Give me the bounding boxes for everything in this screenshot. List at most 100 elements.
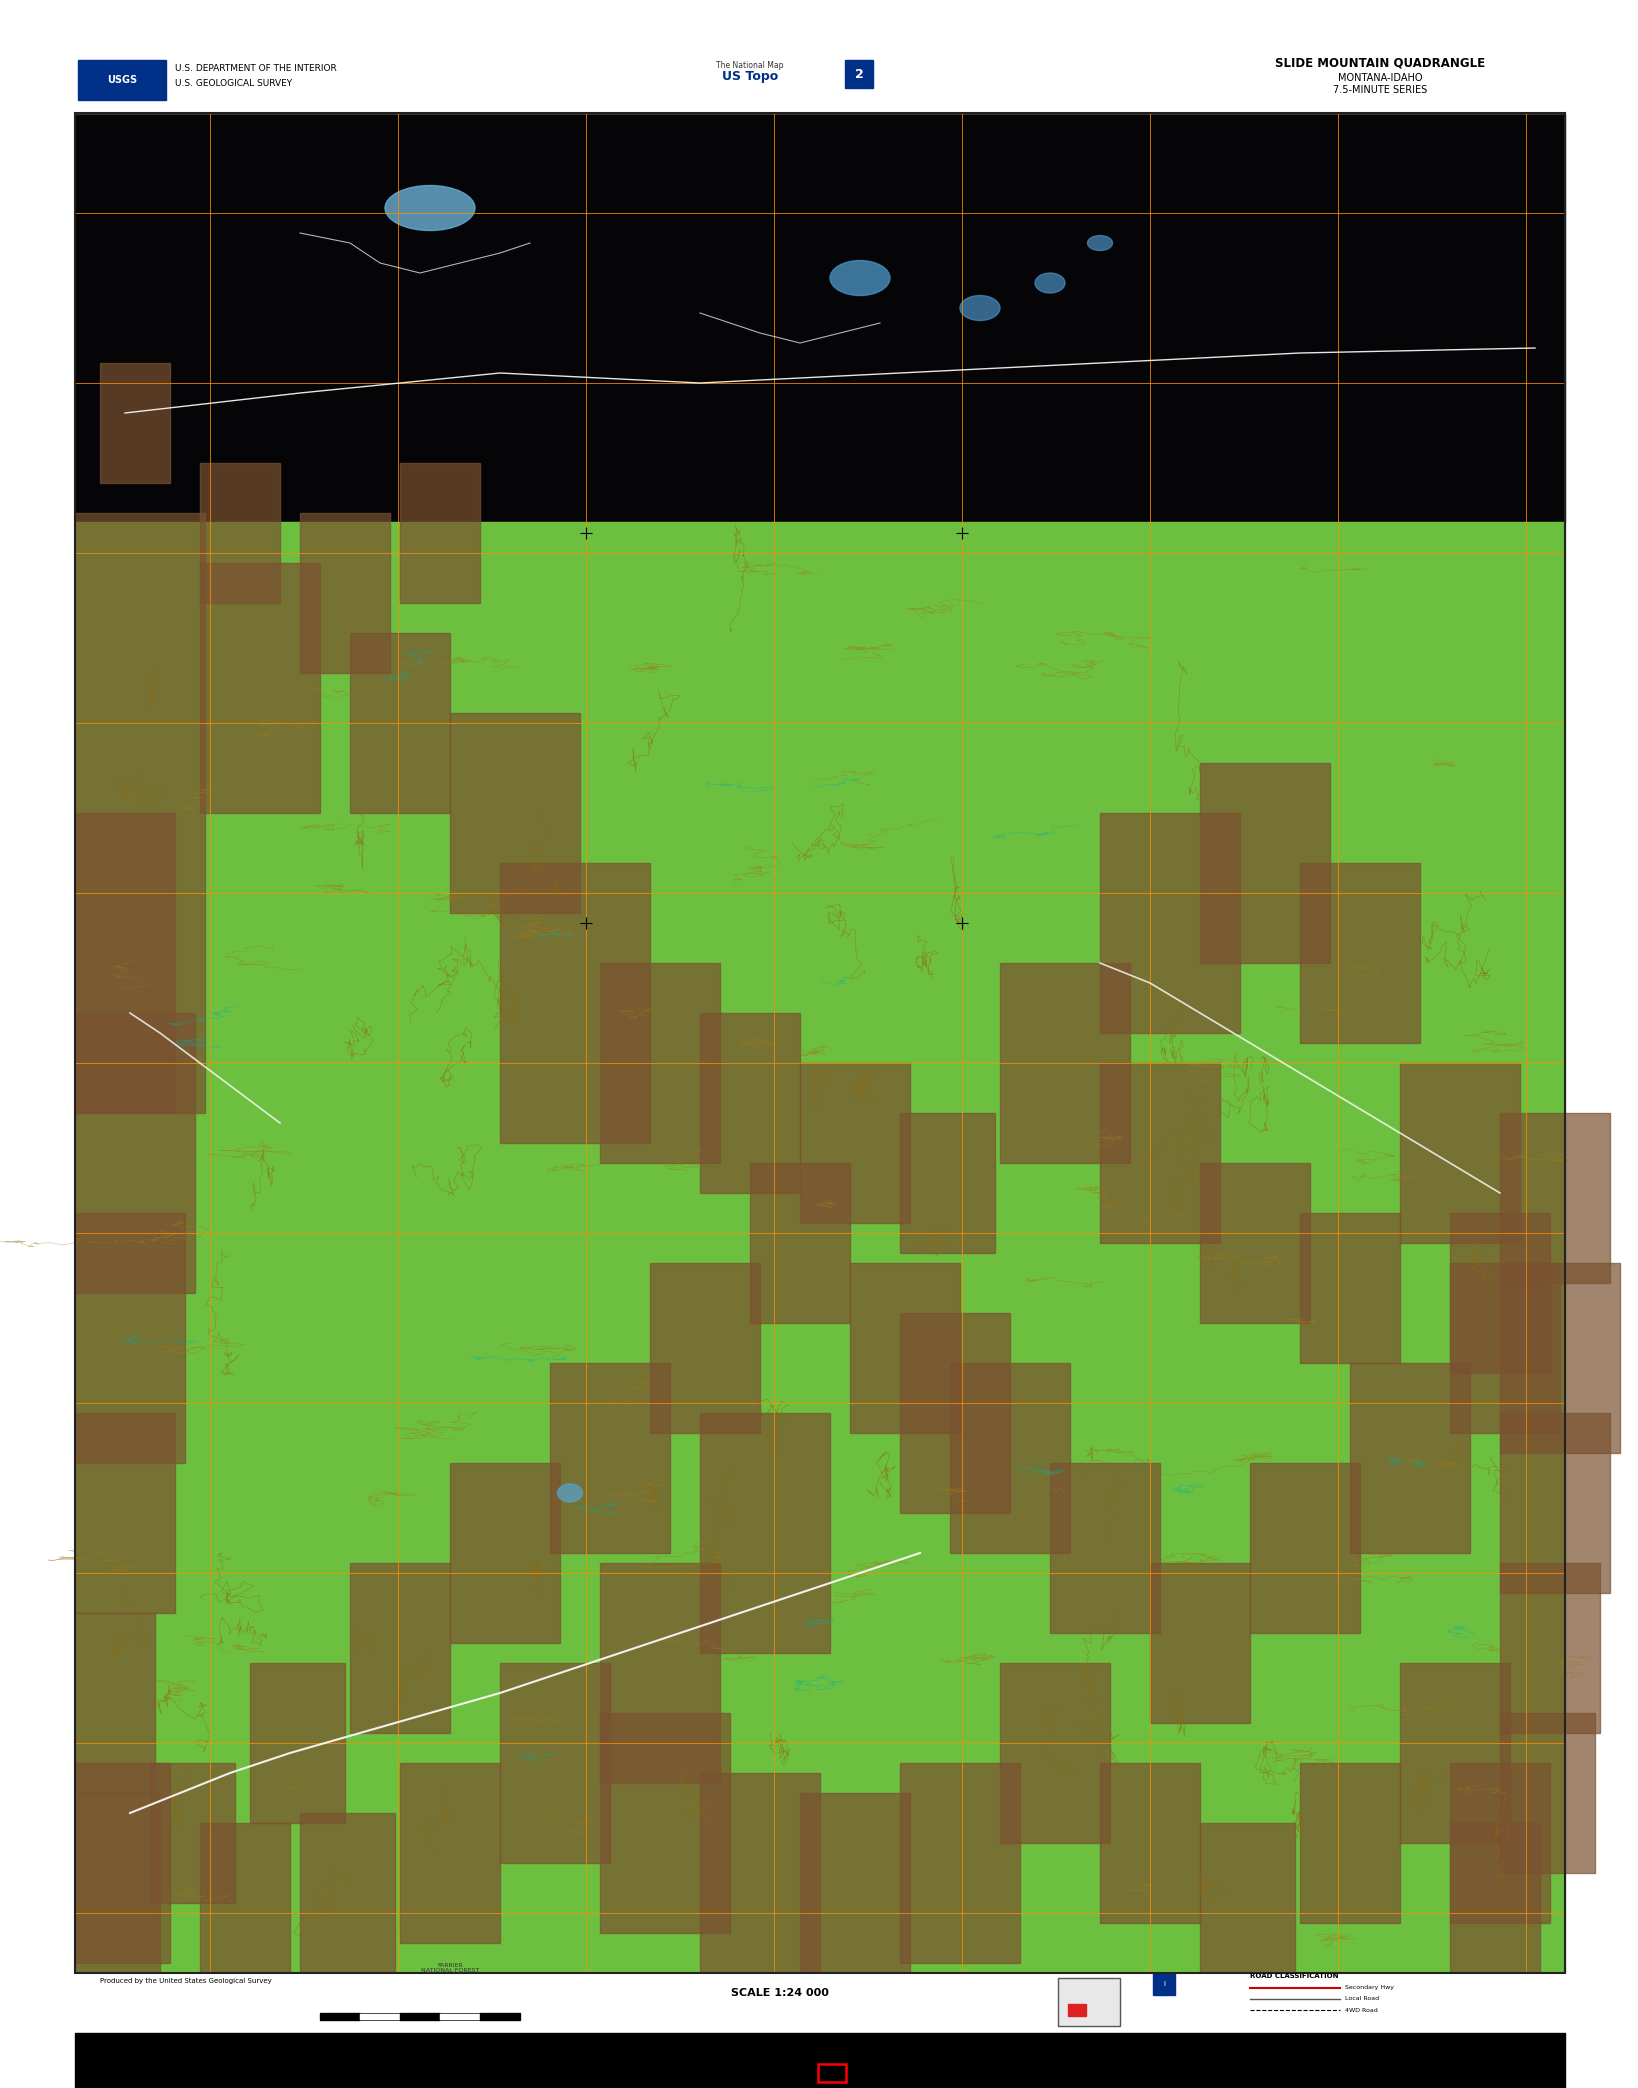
- Bar: [200, 564, 319, 812]
- Bar: [300, 1812, 395, 1973]
- Bar: [319, 2013, 360, 2019]
- Bar: [750, 1163, 850, 1324]
- Bar: [1301, 862, 1420, 1044]
- Bar: [899, 1762, 1020, 1963]
- Text: Produced by the United States Geological Survey: Produced by the United States Geological…: [100, 1977, 272, 1984]
- Bar: [480, 2013, 519, 2019]
- Bar: [600, 963, 721, 1163]
- Bar: [75, 522, 1564, 1973]
- Bar: [1153, 1973, 1174, 1994]
- Text: U.S. GEOLOGICAL SURVEY: U.S. GEOLOGICAL SURVEY: [175, 79, 292, 88]
- Bar: [1450, 1762, 1550, 1923]
- Bar: [899, 1313, 1011, 1514]
- Bar: [500, 1662, 609, 1862]
- Bar: [251, 1662, 346, 1823]
- Text: Secondary Hwy: Secondary Hwy: [1345, 1986, 1394, 1990]
- Bar: [1450, 1263, 1559, 1432]
- Bar: [0, 1973, 1638, 2034]
- Text: 4WD Road: 4WD Road: [1345, 2007, 1378, 2013]
- Bar: [1001, 1662, 1111, 1844]
- Bar: [75, 1414, 175, 1614]
- Bar: [1500, 1564, 1600, 1733]
- Bar: [75, 514, 205, 1113]
- Text: 2: 2: [855, 67, 863, 81]
- Bar: [1101, 1063, 1220, 1242]
- Bar: [1201, 1823, 1296, 1973]
- Bar: [200, 464, 280, 603]
- Bar: [400, 2013, 441, 2019]
- Bar: [1201, 1163, 1310, 1324]
- Bar: [899, 1113, 994, 1253]
- Bar: [817, 2065, 845, 2082]
- Ellipse shape: [385, 186, 475, 230]
- Bar: [699, 1013, 799, 1192]
- Bar: [75, 2034, 1564, 2088]
- Text: ROAD CLASSIFICATION: ROAD CLASSIFICATION: [1250, 1973, 1338, 1979]
- Bar: [300, 514, 390, 672]
- Text: FARRIER
NATIONAL FOREST: FARRIER NATIONAL FOREST: [421, 1963, 480, 1973]
- Bar: [845, 61, 873, 88]
- Bar: [1101, 1762, 1201, 1923]
- Bar: [450, 1464, 560, 1643]
- Text: I: I: [1163, 1982, 1165, 1988]
- Text: Lolo: Lolo: [421, 1998, 439, 2007]
- Bar: [1250, 1464, 1360, 1633]
- Bar: [1450, 1213, 1550, 1374]
- Bar: [1150, 1564, 1250, 1723]
- Bar: [75, 1794, 161, 1973]
- Bar: [1350, 1363, 1469, 1553]
- Text: MONTANA-IDAHO: MONTANA-IDAHO: [1338, 73, 1422, 84]
- Bar: [75, 1013, 195, 1292]
- Bar: [550, 1363, 670, 1553]
- Ellipse shape: [1035, 274, 1065, 292]
- Bar: [1301, 1213, 1400, 1363]
- Bar: [0, 0, 1638, 113]
- Bar: [1500, 1414, 1610, 1593]
- Bar: [1301, 1762, 1400, 1923]
- Bar: [799, 1063, 911, 1224]
- Bar: [1400, 1063, 1520, 1242]
- Bar: [1050, 1464, 1160, 1633]
- Bar: [441, 2013, 480, 2019]
- Text: The National Map: The National Map: [716, 61, 783, 71]
- Bar: [500, 862, 650, 1142]
- Text: US Topo: US Topo: [722, 71, 778, 84]
- Bar: [1500, 1712, 1595, 1873]
- Ellipse shape: [830, 261, 889, 296]
- Text: Local Road: Local Road: [1345, 1996, 1379, 2002]
- Bar: [799, 1794, 911, 1973]
- Ellipse shape: [557, 1485, 583, 1501]
- Bar: [75, 812, 175, 1113]
- Bar: [200, 1823, 290, 1973]
- Bar: [1101, 812, 1240, 1034]
- Bar: [699, 1414, 830, 1654]
- Bar: [950, 1363, 1070, 1553]
- Bar: [1400, 1662, 1510, 1844]
- Text: SCALE 1:24 000: SCALE 1:24 000: [731, 1988, 829, 1998]
- Bar: [450, 712, 580, 912]
- Bar: [600, 1712, 731, 1933]
- Text: 7.5-MINUTE SERIES: 7.5-MINUTE SERIES: [1333, 86, 1427, 94]
- Bar: [1500, 1113, 1610, 1282]
- Bar: [360, 2013, 400, 2019]
- Bar: [75, 113, 1564, 1973]
- Bar: [79, 61, 165, 100]
- Bar: [850, 1263, 960, 1432]
- Bar: [75, 113, 1564, 522]
- Bar: [699, 1773, 821, 1973]
- Ellipse shape: [960, 296, 1001, 319]
- Bar: [75, 1614, 156, 1794]
- Bar: [400, 464, 480, 603]
- Bar: [351, 633, 450, 812]
- Bar: [75, 1762, 170, 1963]
- Bar: [100, 363, 170, 482]
- Bar: [1068, 2004, 1086, 2017]
- Bar: [1001, 963, 1130, 1163]
- Text: SLIDE MOUNTAIN QUADRANGLE: SLIDE MOUNTAIN QUADRANGLE: [1274, 56, 1486, 69]
- Bar: [650, 1263, 760, 1432]
- Ellipse shape: [1088, 236, 1112, 251]
- Bar: [1058, 1977, 1120, 2025]
- Text: U.S. DEPARTMENT OF THE INTERIOR: U.S. DEPARTMENT OF THE INTERIOR: [175, 65, 337, 73]
- Bar: [1450, 1823, 1540, 1973]
- Bar: [75, 1213, 185, 1464]
